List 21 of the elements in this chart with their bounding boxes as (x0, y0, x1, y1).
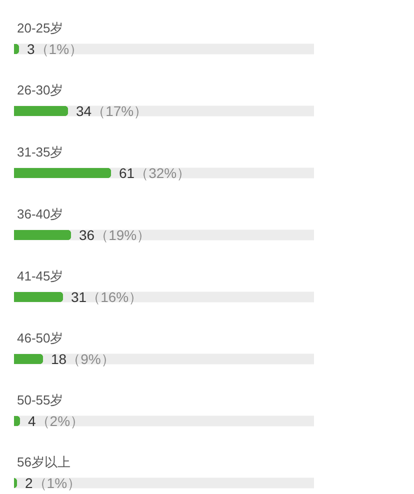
bar (14, 168, 111, 178)
y-tick-label: 26-30岁 (17, 82, 64, 98)
y-tick-label: 56岁以上 (17, 454, 70, 470)
y-tick-label: 41-45岁 (17, 268, 64, 284)
y-tick-label: 50-55岁 (17, 392, 64, 408)
data-label: 34（17%） (76, 103, 148, 119)
data-label: 3（1%） (27, 41, 84, 57)
data-label: 4（2%） (28, 413, 84, 429)
data-label: 2（1%） (25, 475, 82, 491)
bar (14, 354, 43, 364)
y-tick-label: 20-25岁 (17, 20, 64, 36)
bar (14, 106, 68, 116)
bar (14, 292, 63, 302)
bar (14, 230, 71, 240)
data-label: 31（16%） (71, 289, 143, 305)
data-label: 36（19%） (79, 227, 151, 243)
data-label: 18（9%） (51, 351, 115, 367)
y-tick-label: 36-40岁 (17, 206, 64, 222)
y-tick-label: 31-35岁 (17, 144, 64, 160)
y-tick-label: 46-50岁 (17, 330, 64, 346)
data-label: 61（32%） (119, 165, 191, 181)
